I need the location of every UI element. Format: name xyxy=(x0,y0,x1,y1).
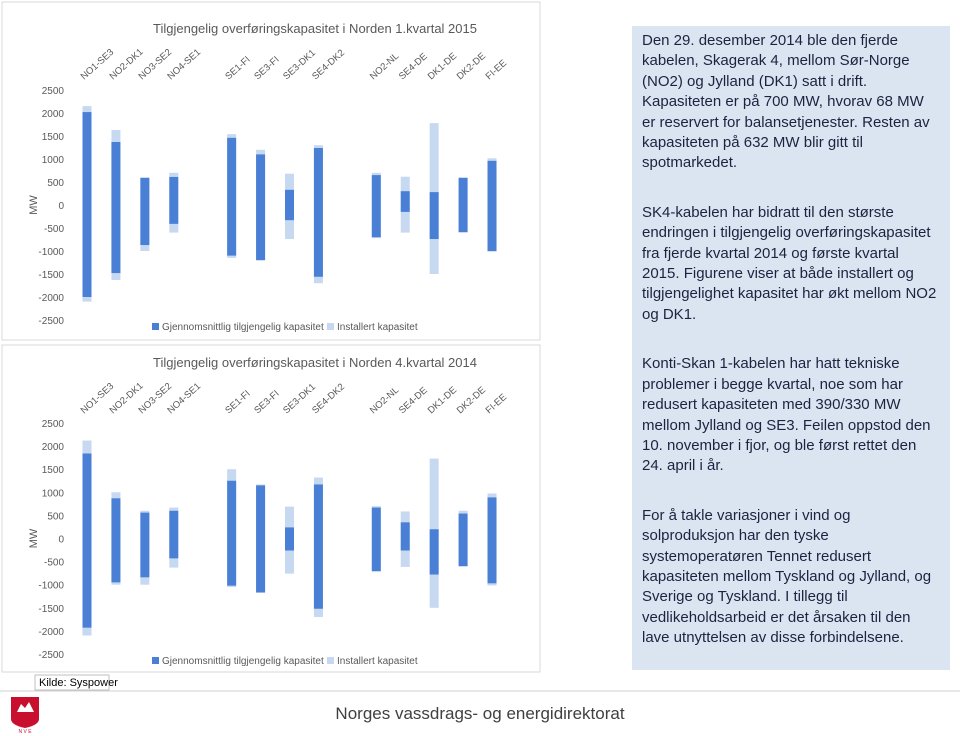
range-bar xyxy=(227,137,237,256)
logo-text: N V E xyxy=(18,729,32,735)
y-tick-label: 500 xyxy=(47,511,64,522)
source-box xyxy=(34,674,110,691)
legend-swatch xyxy=(327,323,334,330)
range-bar xyxy=(256,154,266,261)
logo-shield xyxy=(11,697,39,728)
sidebar-paragraph: Den 29. desember 2014 ble den fjerde kab… xyxy=(642,32,930,172)
source: Kilde: Syspower xyxy=(39,677,118,689)
range-bar xyxy=(140,512,150,578)
range-bar xyxy=(169,176,179,224)
sidebar-paragraph: SK4-kabelen har bidratt til den største … xyxy=(642,203,937,323)
range-bar xyxy=(256,485,266,593)
sidebar: Den 29. desember 2014 ble den fjerde kab… xyxy=(632,26,950,670)
legend-label: Gjennomsnittlig tilgjengelig kapasitet xyxy=(162,322,324,333)
legend-swatch xyxy=(152,657,159,664)
y-tick-label: 500 xyxy=(47,178,64,189)
sidebar-paragraph: For å takle variasjoner i vind og solpro… xyxy=(642,506,932,647)
range-bar xyxy=(371,175,381,238)
legend-label: Installert kapasitet xyxy=(337,322,418,333)
legend-swatch xyxy=(327,657,334,664)
y-tick-label: -1500 xyxy=(38,270,64,281)
y-tick-label: 1500 xyxy=(42,132,65,143)
range-bar xyxy=(313,147,323,277)
y-tick-label: -1500 xyxy=(38,604,64,615)
y-tick-label: -1000 xyxy=(38,581,64,592)
chart-title: Tilgjengelig overføringskapasitet i Nord… xyxy=(153,355,477,370)
legend-swatch xyxy=(152,323,159,330)
y-tick-label: 0 xyxy=(58,201,64,212)
range-bar xyxy=(111,141,121,274)
y-tick-label: -1000 xyxy=(38,247,64,258)
range-bar xyxy=(169,510,179,559)
y-tick-label: 2000 xyxy=(42,109,65,120)
y-tick-label: 1000 xyxy=(42,155,65,166)
legend-label: Installert kapasitet xyxy=(337,656,418,667)
range-bar xyxy=(313,484,323,609)
legend-label: Gjennomsnittlig tilgjengelig kapasitet xyxy=(162,656,324,667)
range-bar xyxy=(429,192,439,240)
range-bar xyxy=(140,177,150,246)
range-bar xyxy=(400,191,410,212)
y-tick-label: 2500 xyxy=(42,86,65,97)
y-tick-label: 2000 xyxy=(42,442,65,453)
range-bar xyxy=(285,527,295,551)
sidebar-paragraph: Konti-Skan 1-kabelen har hatt tekniske p… xyxy=(642,355,931,475)
y-tick-label: 1000 xyxy=(42,488,65,499)
y-tick-label: 2500 xyxy=(42,419,65,430)
range-bar xyxy=(429,529,439,575)
y-axis-label: MW xyxy=(28,528,40,548)
logo-mark xyxy=(17,702,34,712)
range-bar xyxy=(111,498,121,583)
y-axis-label: MW xyxy=(28,195,40,215)
y-tick-label: 1500 xyxy=(42,465,65,476)
range-bar xyxy=(400,522,410,551)
footer-organization: Norges vassdrags- og energidirektorat xyxy=(335,704,624,723)
y-tick-label: -500 xyxy=(44,224,64,235)
y-tick-label: 0 xyxy=(58,535,64,546)
y-tick-label: -2000 xyxy=(38,293,64,304)
range-bar xyxy=(458,513,468,567)
chart-frame xyxy=(1,344,541,673)
chart-frame xyxy=(1,1,541,341)
range-bar xyxy=(82,112,92,297)
range-bar xyxy=(487,497,497,584)
y-tick-label: -2500 xyxy=(38,650,64,661)
y-tick-label: -2000 xyxy=(38,627,64,638)
chart-title: Tilgjengelig overføringskapasitet i Nord… xyxy=(153,21,477,36)
range-bar xyxy=(458,177,468,233)
range-bar xyxy=(487,160,497,251)
y-tick-label: -500 xyxy=(44,558,64,569)
range-bar xyxy=(285,189,295,221)
range-bar xyxy=(371,507,381,572)
range-bar xyxy=(227,480,237,586)
y-tick-label: -2500 xyxy=(38,316,64,327)
logo: N V E xyxy=(11,697,39,735)
range-bar xyxy=(82,453,92,628)
